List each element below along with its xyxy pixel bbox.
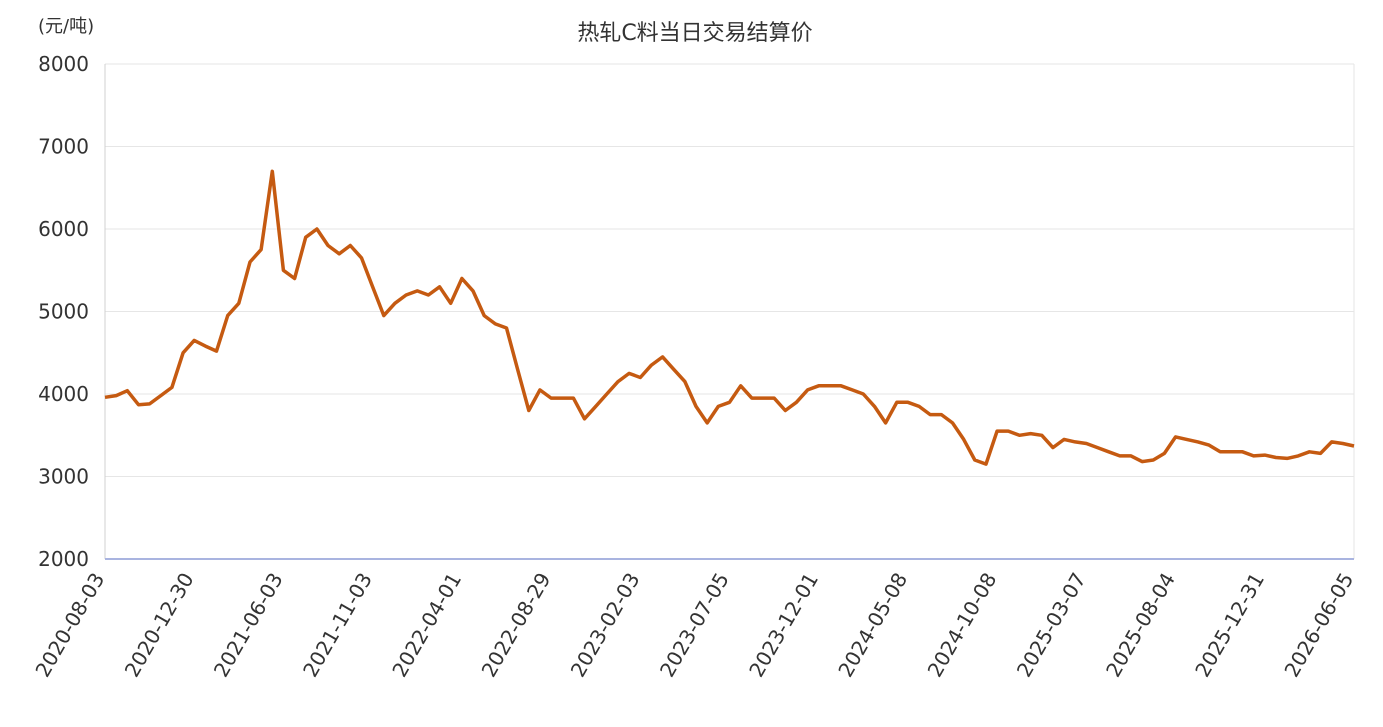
- y-tick-label: 2000: [38, 547, 89, 571]
- x-tick-label: 2026-06-05: [1279, 569, 1358, 682]
- x-tick-label: 2022-08-29: [476, 569, 555, 682]
- y-tick-label: 7000: [38, 135, 89, 159]
- y-tick-label: 8000: [38, 52, 89, 76]
- x-tick-label: 2025-08-04: [1101, 569, 1180, 682]
- y-tick-label: 4000: [38, 382, 89, 406]
- x-tick-label: 2023-02-03: [566, 569, 645, 682]
- x-tick-label: 2024-10-08: [923, 568, 1002, 681]
- x-tick-label: 2025-12-31: [1190, 569, 1269, 682]
- x-tick-label: 2023-12-01: [744, 569, 823, 682]
- y-axis-label: (元/吨): [38, 16, 94, 37]
- x-tick-label: 2022-04-01: [387, 569, 466, 682]
- line-series: [104, 169, 1355, 466]
- x-tick-label: 2021-06-03: [209, 569, 288, 682]
- y-tick-label: 6000: [38, 217, 89, 241]
- x-tick-label: 2025-03-07: [1012, 569, 1091, 682]
- y-tick-label: 3000: [38, 465, 89, 489]
- x-tick-label: 2021-11-03: [298, 569, 377, 682]
- x-tick-label: 2023-07-05: [655, 569, 734, 682]
- x-tick-label: 2020-12-30: [120, 569, 199, 682]
- x-tick-label: 2020-08-03: [30, 569, 109, 682]
- chart-title: 热轧C料当日交易结算价: [577, 21, 812, 46]
- x-tick-label: 2024-05-08: [833, 569, 912, 682]
- y-tick-label: 5000: [38, 300, 89, 324]
